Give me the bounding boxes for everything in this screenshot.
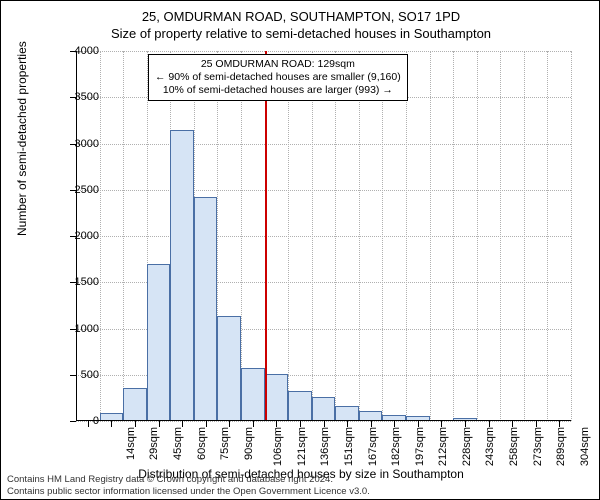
- x-tick-label: 228sqm: [461, 427, 473, 466]
- chart-container: 25, OMDURMAN ROAD, SOUTHAMPTON, SO17 1PD…: [0, 0, 600, 500]
- x-tick-label: 60sqm: [196, 427, 208, 460]
- x-tick-label: 121sqm: [296, 427, 308, 466]
- histogram-bar: [241, 368, 265, 421]
- gridline-v: [288, 51, 289, 421]
- gridline-v: [453, 51, 454, 421]
- x-tick-label: 289sqm: [555, 427, 567, 466]
- gridline-h: [76, 144, 571, 145]
- histogram-bar: [288, 391, 312, 421]
- gridline-h: [76, 190, 571, 191]
- x-tick-mark: [229, 421, 230, 427]
- callout-line3: 10% of semi-detached houses are larger (…: [155, 84, 401, 97]
- y-tick-label: 4000: [49, 45, 99, 57]
- footer-line1: Contains HM Land Registry data © Crown c…: [7, 474, 370, 485]
- x-tick-mark: [536, 421, 537, 427]
- plot-area: 14sqm29sqm45sqm60sqm75sqm90sqm106sqm121s…: [76, 51, 571, 421]
- x-tick-label: 106sqm: [272, 427, 284, 466]
- gridline-v: [571, 51, 572, 421]
- gridline-v: [524, 51, 525, 421]
- histogram-bar: [335, 406, 359, 421]
- title-line2: Size of property relative to semi-detach…: [1, 26, 600, 41]
- x-tick-label: 151sqm: [343, 427, 355, 466]
- x-tick-label: 136sqm: [319, 427, 331, 466]
- histogram-bar: [170, 130, 194, 421]
- x-tick-label: 304sqm: [579, 427, 591, 466]
- x-tick-mark: [300, 421, 301, 427]
- x-tick-label: 197sqm: [414, 427, 426, 466]
- x-tick-mark: [394, 421, 395, 427]
- x-tick-mark: [559, 421, 560, 427]
- y-tick-label: 1500: [49, 276, 99, 288]
- x-tick-mark: [441, 421, 442, 427]
- x-tick-mark: [182, 421, 183, 427]
- x-tick-label: 90sqm: [243, 427, 255, 460]
- x-tick-label: 75sqm: [219, 427, 231, 460]
- x-tick-label: 45sqm: [172, 427, 184, 460]
- callout-line1: 25 OMDURMAN ROAD: 129sqm: [155, 58, 401, 71]
- histogram-bar: [217, 316, 241, 421]
- y-tick-label: 1000: [49, 323, 99, 335]
- x-tick-label: 182sqm: [390, 427, 402, 466]
- gridline-v: [382, 51, 383, 421]
- gridline-v: [500, 51, 501, 421]
- x-tick-mark: [371, 421, 372, 427]
- x-tick-mark: [512, 421, 513, 427]
- gridline-v: [430, 51, 431, 421]
- x-tick-label: 14sqm: [125, 427, 137, 460]
- histogram-bar: [265, 374, 289, 421]
- gridline-h: [76, 236, 571, 237]
- footer-line2: Contains public sector information licen…: [7, 486, 370, 497]
- callout-box: 25 OMDURMAN ROAD: 129sqm← 90% of semi-de…: [148, 54, 408, 101]
- footer: Contains HM Land Registry data © Crown c…: [7, 474, 370, 497]
- gridline-v: [241, 51, 242, 421]
- x-tick-label: 212sqm: [437, 427, 449, 466]
- y-tick-label: 0: [49, 415, 99, 427]
- x-tick-label: 258sqm: [508, 427, 520, 466]
- x-tick-mark: [347, 421, 348, 427]
- gridline-v: [406, 51, 407, 421]
- x-tick-mark: [111, 421, 112, 427]
- x-tick-label: 273sqm: [532, 427, 544, 466]
- histogram-bar: [312, 397, 336, 421]
- x-tick-mark: [276, 421, 277, 427]
- title-block: 25, OMDURMAN ROAD, SOUTHAMPTON, SO17 1PD…: [1, 9, 600, 41]
- x-tick-mark: [324, 421, 325, 427]
- y-axis-label: Number of semi-detached properties: [15, 41, 29, 236]
- gridline-v: [335, 51, 336, 421]
- y-tick-label: 3000: [49, 138, 99, 150]
- y-tick-label: 2500: [49, 184, 99, 196]
- x-tick-label: 243sqm: [484, 427, 496, 466]
- x-tick-mark: [159, 421, 160, 427]
- x-tick-mark: [489, 421, 490, 427]
- x-tick-mark: [418, 421, 419, 427]
- x-tick-mark: [253, 421, 254, 427]
- title-line1: 25, OMDURMAN ROAD, SOUTHAMPTON, SO17 1PD: [1, 9, 600, 24]
- x-tick-mark: [465, 421, 466, 427]
- gridline-v: [312, 51, 313, 421]
- callout-line2: ← 90% of semi-detached houses are smalle…: [155, 71, 401, 84]
- x-tick-mark: [206, 421, 207, 427]
- marker-line: [265, 51, 267, 421]
- y-tick-label: 2000: [49, 230, 99, 242]
- x-axis-line-top: [76, 420, 571, 421]
- y-tick-label: 3500: [49, 91, 99, 103]
- x-tick-label: 167sqm: [367, 427, 379, 466]
- gridline-v: [123, 51, 124, 421]
- x-tick-mark: [135, 421, 136, 427]
- y-tick-label: 500: [49, 369, 99, 381]
- histogram-bar: [123, 388, 147, 421]
- x-tick-label: 29sqm: [148, 427, 160, 460]
- histogram-bar: [147, 264, 171, 421]
- plot-inner: 14sqm29sqm45sqm60sqm75sqm90sqm106sqm121s…: [76, 51, 571, 421]
- gridline-v: [477, 51, 478, 421]
- gridline-h: [76, 51, 571, 52]
- gridline-v: [359, 51, 360, 421]
- gridline-v: [547, 51, 548, 421]
- histogram-bar: [194, 197, 218, 421]
- gridline-v: [100, 51, 101, 421]
